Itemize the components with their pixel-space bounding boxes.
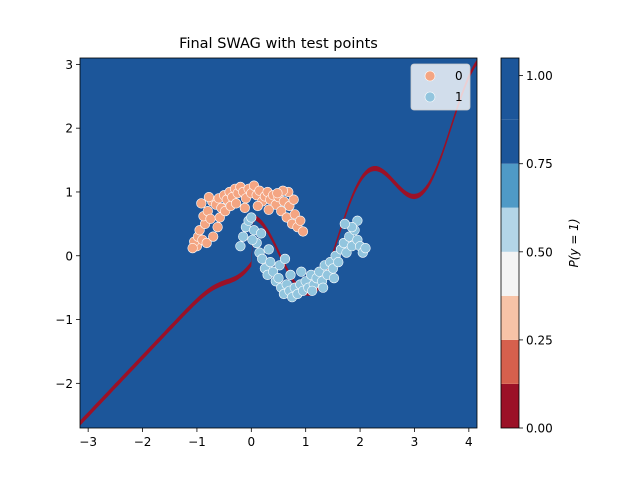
test-points	[187, 180, 371, 303]
scatter-point-class-0	[187, 243, 198, 254]
scatter-point-class-1	[339, 218, 350, 229]
scatter-point-class-1	[235, 241, 246, 252]
scatter-point-class-0	[297, 226, 309, 237]
colorbar-segment	[501, 119, 519, 164]
x-axis: −3 −2 −1 0 1 2 3 4	[79, 428, 473, 449]
x-tick-label: 0	[247, 435, 255, 449]
scatter-point-class-1	[265, 257, 276, 268]
x-tick-label: 1	[302, 435, 310, 449]
plot-frame	[79, 57, 478, 429]
decision-contours	[80, 58, 477, 428]
legend-label-class-1: 1	[455, 90, 463, 104]
scatter-point-class-0	[196, 198, 207, 209]
colorbar-segment	[501, 207, 519, 252]
colorbar-tick-label: 0.75	[526, 157, 553, 171]
scatter-point-class-0	[263, 204, 274, 215]
colorbar-tick-label: 1.00	[526, 69, 553, 83]
scatter-point-class-0	[239, 202, 250, 213]
colorbar-segment	[501, 58, 519, 120]
scatter-point-class-1	[273, 273, 284, 284]
scatter-point-class-0	[272, 188, 283, 199]
y-axis: −2 −1 0 1 2 3	[55, 58, 80, 391]
y-tick-label: 2	[65, 122, 73, 136]
y-tick-label: −2	[55, 377, 73, 391]
colorbar-segment	[501, 295, 519, 340]
scatter-point-class-1	[247, 234, 258, 245]
colorbar: 0.00 0.25 0.50 0.75 1.00	[500, 57, 553, 436]
y-tick-label: 3	[65, 58, 73, 72]
contour-band-7	[80, 64, 477, 428]
scatter-point-class-1	[279, 253, 291, 264]
x-tick-label: 4	[465, 435, 473, 449]
scatter-point-class-0	[205, 213, 216, 224]
colorbar-tick-label: 0.50	[526, 245, 553, 259]
scatter-point-class-1	[256, 228, 267, 239]
chart-title: Final SWAG with test points	[179, 36, 378, 52]
scatter-point-class-1	[318, 282, 329, 293]
x-tick-label: −2	[134, 435, 152, 449]
plot-area	[80, 58, 477, 428]
scatter-point-class-1	[328, 273, 340, 284]
scatter-point-class-0	[231, 198, 242, 209]
scatter-point-class-1	[246, 212, 257, 223]
colorbar-segment	[501, 384, 519, 428]
scatter-point-class-0	[208, 231, 219, 242]
scatter-point-class-0	[295, 215, 306, 226]
colorbar-segment	[501, 339, 519, 384]
x-tick-label: −1	[188, 435, 206, 449]
scatter-point-class-1	[285, 269, 296, 281]
legend: 0 1	[410, 63, 471, 111]
scatter-point-class-1	[296, 266, 307, 277]
scatter-point-class-1	[307, 285, 318, 296]
scatter-point-class-0	[212, 222, 223, 233]
scatter-point-class-0	[203, 192, 214, 203]
colorbar-segment	[501, 251, 519, 296]
x-tick-label: 3	[411, 435, 419, 449]
scatter-point-class-0	[252, 200, 263, 212]
scatter-point-class-1	[360, 243, 371, 254]
colorbar-label: P(y = 1)	[567, 218, 581, 267]
scatter-point-class-1	[238, 231, 249, 242]
scatter-point-class-1	[263, 244, 274, 255]
colorbar-tick-label: 0.00	[526, 422, 553, 436]
colorbar-frame	[500, 57, 520, 429]
scatter-point-class-0	[201, 237, 212, 249]
y-tick-label: 0	[65, 249, 73, 263]
legend-marker-class-1	[424, 91, 436, 103]
x-tick-label: −3	[79, 435, 97, 449]
colorbar-tick-label: 0.25	[526, 333, 553, 347]
scatter-point-class-1	[333, 257, 344, 268]
scatter-point-class-0	[288, 194, 299, 205]
y-tick-label: −1	[55, 313, 73, 327]
legend-label-class-0: 0	[455, 69, 463, 83]
x-tick-label: 2	[356, 435, 364, 449]
y-tick-label: 1	[65, 185, 73, 199]
contour-band-6	[80, 58, 477, 421]
colorbar-segment	[501, 163, 519, 208]
legend-marker-class-0	[424, 70, 436, 82]
